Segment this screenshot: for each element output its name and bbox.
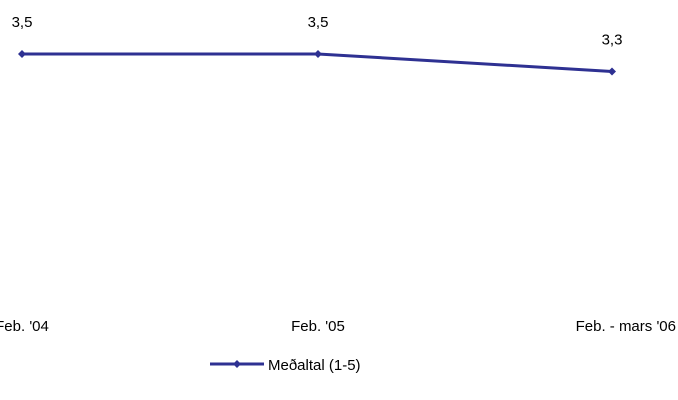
data-label: 3,3 <box>602 32 623 49</box>
data-label: 3,5 <box>308 14 329 31</box>
legend-diamond-marker <box>233 360 241 368</box>
legend-label: Meðaltal (1-5) <box>268 357 361 374</box>
plot-area: 3,5 3,5 3,3 <box>12 14 623 76</box>
data-point-marker <box>18 50 26 58</box>
x-axis-labels: Feb. '04 Feb. '05 Feb. - mars '06 <box>0 318 676 335</box>
x-tick-label: Feb. '04 <box>0 318 49 335</box>
data-point-marker <box>314 50 322 58</box>
legend: Meðaltal (1-5) <box>210 357 361 374</box>
data-label: 3,5 <box>12 14 33 31</box>
x-tick-label: Feb. - mars '06 <box>576 318 676 335</box>
x-tick-label: Feb. '05 <box>291 318 345 335</box>
data-point-marker <box>608 67 616 76</box>
